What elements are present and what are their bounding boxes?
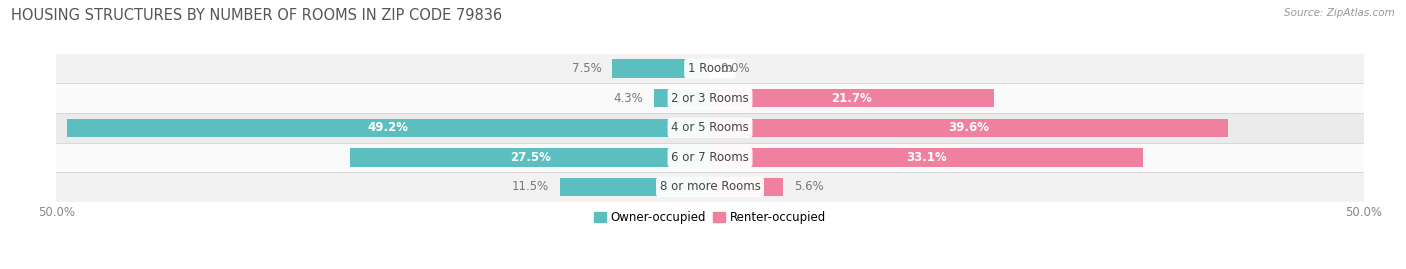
Text: 33.1%: 33.1% bbox=[905, 151, 946, 164]
Bar bbox=[56, 83, 1364, 113]
Text: 4.3%: 4.3% bbox=[613, 92, 644, 105]
Bar bbox=[710, 178, 783, 196]
Text: 0.0%: 0.0% bbox=[720, 62, 751, 75]
Bar bbox=[560, 178, 710, 196]
Bar bbox=[56, 143, 1364, 172]
Legend: Owner-occupied, Renter-occupied: Owner-occupied, Renter-occupied bbox=[589, 206, 831, 228]
Bar bbox=[710, 89, 994, 107]
Text: 27.5%: 27.5% bbox=[510, 151, 551, 164]
Text: Source: ZipAtlas.com: Source: ZipAtlas.com bbox=[1284, 8, 1395, 18]
Bar bbox=[56, 113, 1364, 143]
Text: 2 or 3 Rooms: 2 or 3 Rooms bbox=[671, 92, 749, 105]
Text: 6 or 7 Rooms: 6 or 7 Rooms bbox=[671, 151, 749, 164]
Bar bbox=[56, 172, 1364, 202]
Text: 11.5%: 11.5% bbox=[512, 180, 550, 193]
Bar bbox=[66, 119, 710, 137]
Text: 8 or more Rooms: 8 or more Rooms bbox=[659, 180, 761, 193]
Text: 5.6%: 5.6% bbox=[794, 180, 824, 193]
Text: 21.7%: 21.7% bbox=[831, 92, 872, 105]
Bar bbox=[654, 89, 710, 107]
Bar bbox=[56, 54, 1364, 83]
Bar bbox=[710, 119, 1227, 137]
Bar bbox=[710, 148, 1143, 167]
Text: 7.5%: 7.5% bbox=[572, 62, 602, 75]
Text: HOUSING STRUCTURES BY NUMBER OF ROOMS IN ZIP CODE 79836: HOUSING STRUCTURES BY NUMBER OF ROOMS IN… bbox=[11, 8, 502, 23]
Bar bbox=[350, 148, 710, 167]
Bar bbox=[612, 59, 710, 78]
Text: 4 or 5 Rooms: 4 or 5 Rooms bbox=[671, 121, 749, 134]
Text: 49.2%: 49.2% bbox=[368, 121, 409, 134]
Text: 39.6%: 39.6% bbox=[949, 121, 990, 134]
Text: 1 Room: 1 Room bbox=[688, 62, 733, 75]
